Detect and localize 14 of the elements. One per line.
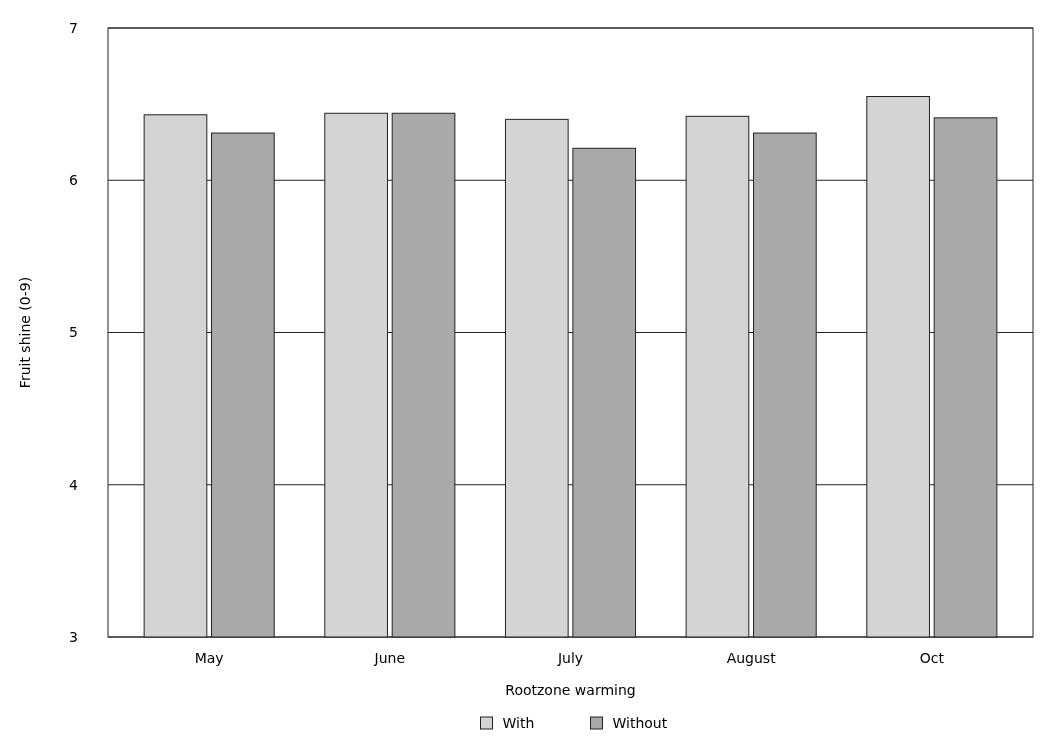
y-tick-label: 6 [69,172,79,189]
x-tick-label: July [556,650,584,666]
x-tick-label: June [373,650,406,666]
y-tick-label: 4 [69,476,79,493]
y-tick-label: 3 [69,628,78,645]
x-tick-label: August [726,650,777,666]
y-tick-label: 7 [69,19,78,36]
legend-label: Without [612,715,668,731]
x-axis-title: Rootzone warming [505,682,636,698]
x-tick-label: May [194,650,224,666]
y-axis-title: Fruit shine (0-9) [17,276,33,389]
y-tick-label: 5 [69,324,78,341]
legend-label: With [502,715,535,731]
x-tick-label: Oct [919,650,945,666]
